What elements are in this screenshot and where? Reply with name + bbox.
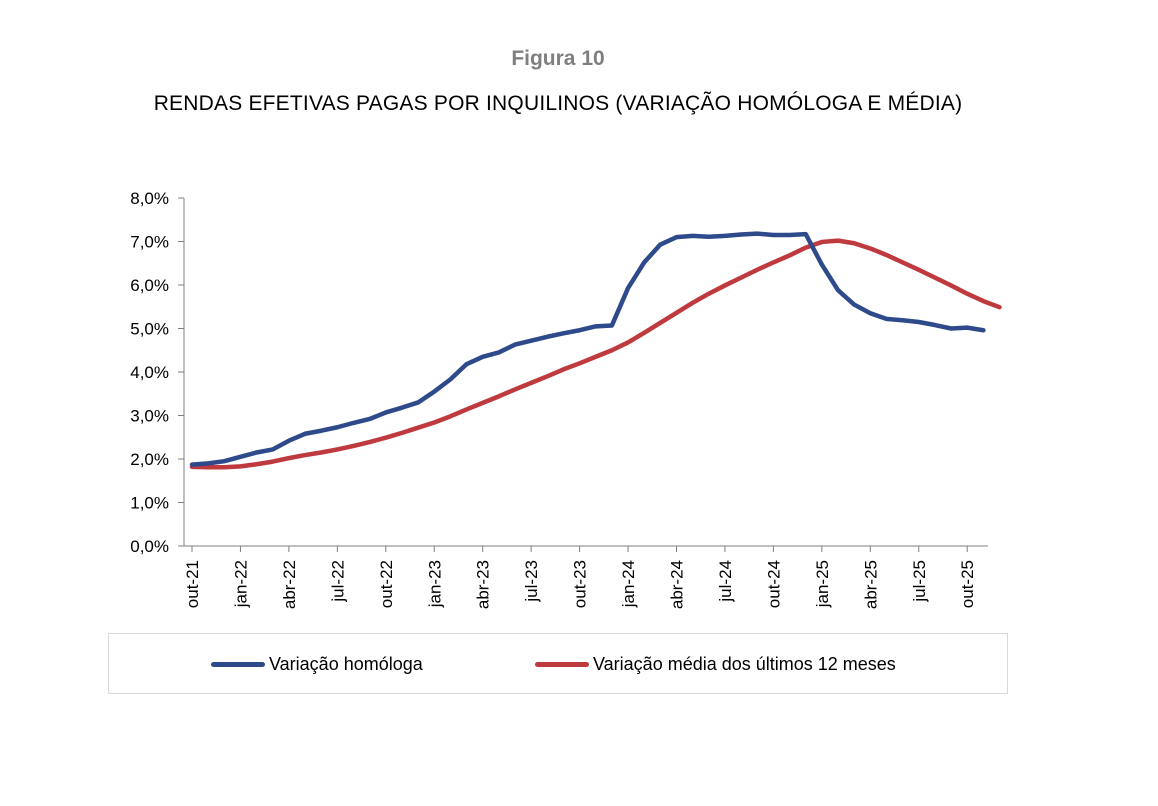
legend-item-media: Variação média dos últimos 12 meses [535, 654, 896, 675]
figure-title: RENDAS EFETIVAS PAGAS POR INQUILINOS (VA… [153, 92, 963, 115]
x-tick-label: abr-25 [861, 560, 880, 609]
x-tick-label: out-25 [958, 560, 977, 608]
legend-swatch-homologa [211, 662, 265, 667]
series-line-media [189, 238, 1002, 470]
y-tick-label: 3,0% [130, 407, 169, 426]
x-tick-label: jan-22 [231, 560, 250, 608]
y-tick-label: 2,0% [130, 450, 169, 469]
x-tick-label: out-23 [571, 560, 590, 608]
x-tick-label: jul-23 [522, 560, 541, 603]
y-tick-label: 4,0% [130, 363, 169, 382]
y-tick-label: 7,0% [130, 233, 169, 252]
legend-item-homologa: Variação homóloga [211, 654, 423, 675]
x-tick-label: out-22 [377, 560, 396, 608]
legend-label-homologa: Variação homóloga [269, 654, 423, 674]
x-tick-label: jan-23 [425, 560, 444, 608]
x-tick-label: out-24 [764, 560, 783, 608]
legend-label-media: Variação média dos últimos 12 meses [593, 654, 896, 674]
legend: Variação homóloga Variação média dos últ… [108, 633, 1008, 694]
series-line-homologa [189, 231, 986, 467]
x-tick-label: jan-25 [813, 560, 832, 608]
x-tick-label: jul-22 [328, 560, 347, 603]
x-tick-label: out-21 [183, 560, 202, 608]
y-tick-label: 8,0% [130, 189, 169, 208]
x-tick-label: abr-23 [474, 560, 493, 609]
axes-layer: 0,0% 1,0% 2,0% 3,0% 4,0% 5,0% 6,0% 7,0% 8,0% out-… [130, 189, 988, 609]
legend-swatch-media [535, 662, 589, 667]
figure-label: Figura 10 [511, 47, 605, 70]
y-tick-label: 6,0% [130, 276, 169, 295]
x-tick-label: jan-24 [619, 560, 638, 608]
x-tick-label: abr-24 [668, 560, 687, 609]
y-tick-label: 5,0% [130, 320, 169, 339]
x-tick-label: jul-24 [716, 560, 735, 603]
x-tick-label: jul-25 [910, 560, 929, 603]
series-layer [189, 231, 1002, 470]
x-tick-label: abr-22 [280, 560, 299, 609]
y-tick-label: 1,0% [130, 494, 169, 513]
y-tick-label: 0,0% [130, 537, 169, 556]
